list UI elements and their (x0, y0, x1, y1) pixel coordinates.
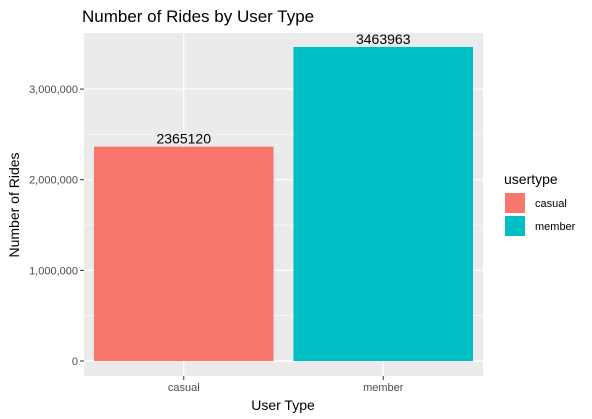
legend: usertype casual member (504, 171, 576, 236)
y-axis-title: Number of Rides (6, 152, 22, 257)
y-axis: 0 1,000,000 2,000,000 3,000,000 (29, 84, 84, 368)
legend-swatch-member (505, 216, 525, 236)
y-tick-label: 0 (72, 356, 78, 368)
x-tick-label-member: member (363, 382, 404, 394)
y-tick-label: 1,000,000 (29, 265, 78, 277)
x-axis: casual member (168, 376, 404, 394)
x-tick-label-casual: casual (168, 382, 200, 394)
legend-title: usertype (504, 171, 558, 187)
x-axis-title: User Type (251, 397, 315, 413)
chart-title: Number of Rides by User Type (82, 7, 314, 26)
legend-label-member: member (535, 221, 576, 233)
y-tick-label: 3,000,000 (29, 84, 78, 96)
bars: 2365120 3463963 (93, 31, 474, 361)
legend-label-casual: casual (535, 198, 567, 210)
data-label-casual: 2365120 (156, 131, 211, 147)
bar-casual (93, 146, 274, 361)
legend-swatch-casual (505, 193, 525, 213)
bar-member (293, 47, 474, 361)
y-tick-label: 2,000,000 (29, 175, 78, 187)
data-label-member: 3463963 (356, 31, 411, 47)
